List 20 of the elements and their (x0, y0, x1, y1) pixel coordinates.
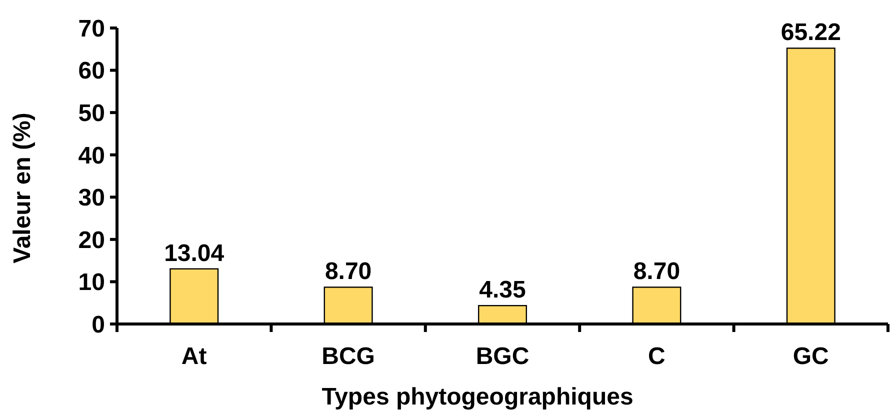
y-tick-label: 30 (78, 184, 105, 212)
data-label: 13.04 (164, 240, 225, 267)
y-tick-label: 50 (78, 100, 105, 127)
y-tick-label: 60 (78, 58, 105, 85)
x-tick-label: C (648, 343, 666, 370)
y-tick-label: 70 (78, 15, 105, 42)
x-tick-label: GC (792, 343, 829, 370)
x-axis-title: Types phytogeographiques (322, 383, 634, 410)
x-tick-label: At (181, 343, 207, 370)
x-tick-label: BCG (322, 343, 375, 370)
x-tick-label: BGC (476, 343, 530, 370)
y-tick-label: 0 (92, 311, 105, 338)
y-axis-title: Valeur en (%) (9, 112, 36, 264)
data-label: 4.35 (479, 276, 526, 304)
data-label: 65.22 (780, 19, 841, 46)
y-tick-label: 40 (78, 142, 105, 170)
data-label: 8.70 (324, 258, 372, 286)
y-tick-label: 20 (78, 226, 105, 254)
data-label: 8.70 (633, 258, 680, 286)
y-tick-label: 10 (78, 269, 105, 296)
